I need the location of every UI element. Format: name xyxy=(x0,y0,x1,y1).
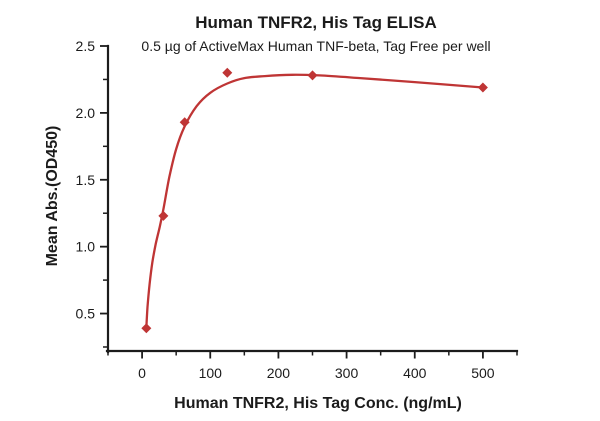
fit-curve-line xyxy=(145,73,485,330)
x-tick-label: 100 xyxy=(199,365,223,381)
y-axis-label: Mean Abs.(OD450) xyxy=(44,126,61,267)
x-tick-label: 200 xyxy=(267,365,291,381)
data-point-marker xyxy=(477,82,488,93)
data-point-marker xyxy=(158,210,169,221)
data-point-marker xyxy=(307,70,318,81)
y-tick-label: 2.5 xyxy=(76,38,96,54)
data-point-marker xyxy=(222,67,233,78)
axis-tick-labels: 0 100 200 300 400 500 0.5 1.0 1.5 2.0 2.5 xyxy=(76,38,495,381)
y-tick-label: 1.5 xyxy=(76,172,96,188)
data-point-marker xyxy=(141,323,152,334)
chart-subtitle: 0.5 µg of ActiveMax Human TNF-beta, Tag … xyxy=(141,38,490,54)
y-tick-label: 1.0 xyxy=(76,239,96,255)
x-tick-label: 400 xyxy=(403,365,427,381)
x-axis-label: Human TNFR2, His Tag Conc. (ng/mL) xyxy=(174,395,462,412)
y-tick-label: 0.5 xyxy=(76,306,96,322)
chart-title: Human TNFR2, His Tag ELISA xyxy=(195,13,437,32)
axes xyxy=(105,44,519,354)
x-tick-label: 500 xyxy=(471,365,495,381)
y-tick-label: 2.0 xyxy=(76,105,96,121)
x-tick-label: 0 xyxy=(138,365,146,381)
data-point-marker xyxy=(179,117,190,128)
data-series xyxy=(141,67,488,334)
axis-ticks xyxy=(100,45,518,359)
x-tick-label: 300 xyxy=(335,365,359,381)
